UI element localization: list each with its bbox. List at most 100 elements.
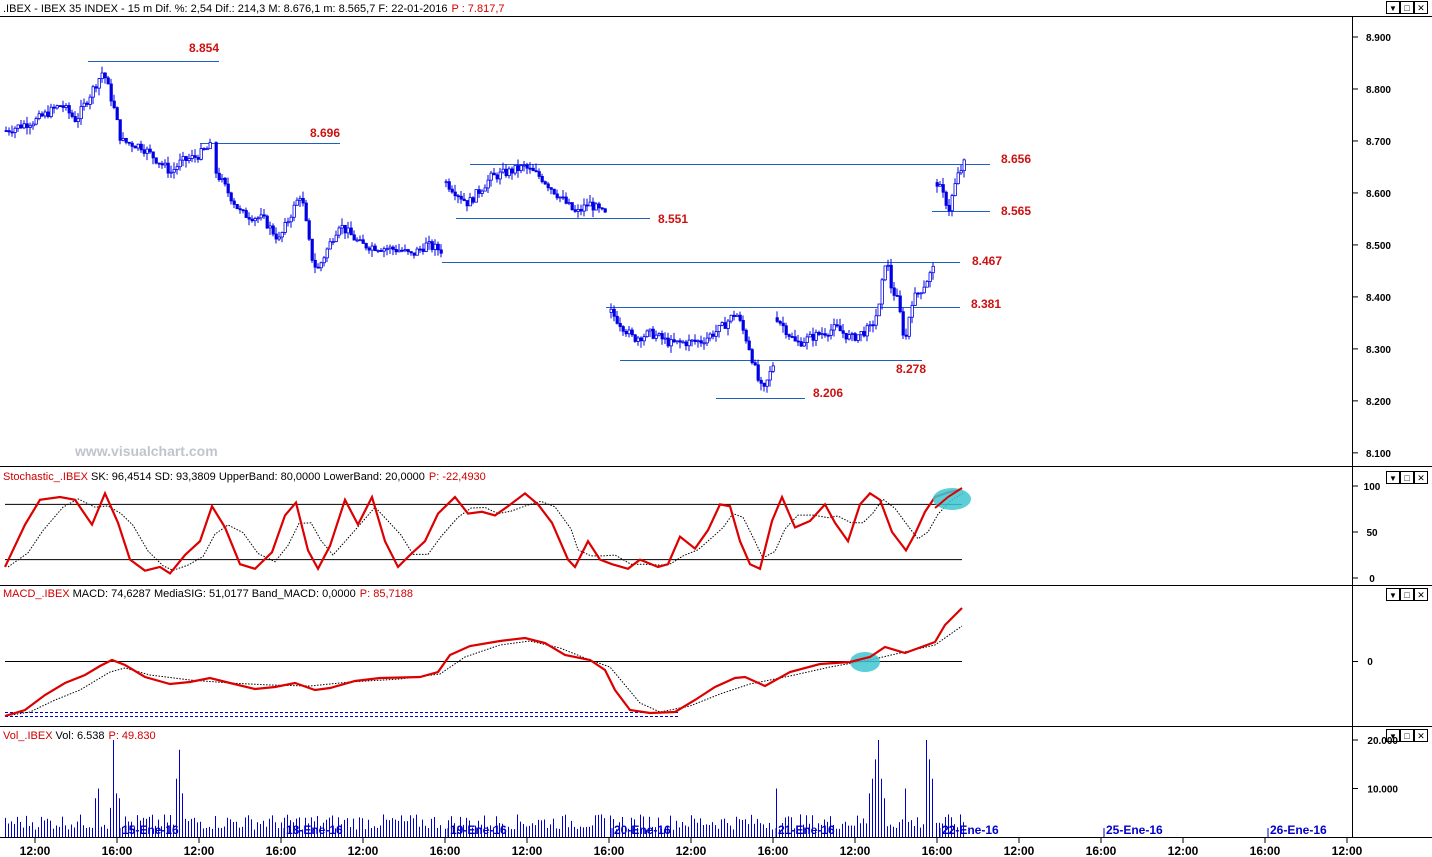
candle-body bbox=[199, 148, 203, 160]
candle-body bbox=[226, 183, 230, 194]
price-tick-label: 8.700 bbox=[1366, 137, 1391, 148]
price-tick-label: 8.800 bbox=[1366, 85, 1391, 96]
close-button[interactable] bbox=[1414, 588, 1428, 601]
candle-body bbox=[444, 181, 448, 184]
candle-body bbox=[415, 248, 419, 256]
candle-body bbox=[31, 123, 35, 127]
candle-body bbox=[205, 148, 209, 151]
candle-body bbox=[738, 314, 742, 321]
minimize-icon: ▼ bbox=[1389, 474, 1397, 483]
candle-body bbox=[307, 220, 311, 240]
candle-body bbox=[73, 116, 77, 122]
minimize-button[interactable] bbox=[1386, 729, 1400, 742]
close-button[interactable] bbox=[1414, 471, 1428, 484]
candle-body bbox=[956, 172, 960, 185]
candle-body bbox=[259, 214, 263, 219]
close-button[interactable] bbox=[1414, 729, 1428, 742]
candle-body bbox=[540, 176, 544, 183]
candle-body bbox=[600, 207, 604, 210]
candle-body bbox=[744, 329, 748, 342]
candle-body bbox=[603, 208, 607, 213]
candle-body bbox=[238, 208, 242, 211]
candle-body bbox=[663, 337, 667, 340]
candle-body bbox=[28, 125, 32, 128]
volume-header: Vol_.IBEX Vol: 6.538 P: 49.830 bbox=[3, 730, 156, 742]
candle-body bbox=[495, 174, 499, 180]
candle-body bbox=[376, 250, 380, 252]
candle-body bbox=[925, 281, 929, 288]
level-label: 8.656 bbox=[1001, 152, 1031, 166]
candle-body bbox=[901, 311, 905, 336]
candle-body bbox=[55, 105, 59, 109]
candle-body bbox=[642, 336, 646, 342]
candle-body bbox=[627, 329, 631, 335]
maximize-button[interactable] bbox=[1400, 588, 1414, 601]
candle-body bbox=[741, 319, 745, 331]
candle-body bbox=[570, 202, 574, 211]
candle-body bbox=[43, 111, 47, 117]
candle-body bbox=[775, 317, 779, 322]
candle-body bbox=[34, 118, 38, 125]
candle-body bbox=[585, 204, 589, 207]
candle-body bbox=[343, 224, 347, 234]
stochastic-sk-tail bbox=[934, 487, 963, 509]
candle-body bbox=[418, 248, 422, 251]
candle-body bbox=[877, 303, 881, 317]
candle-body bbox=[678, 340, 682, 343]
candle-body bbox=[217, 172, 221, 181]
maximize-button[interactable] bbox=[1400, 471, 1414, 484]
candle-body bbox=[7, 130, 11, 133]
candle-body bbox=[829, 329, 833, 336]
maximize-icon: □ bbox=[1404, 473, 1410, 483]
minimize-button[interactable] bbox=[1386, 1, 1400, 14]
candle-body bbox=[579, 209, 583, 212]
candle-body bbox=[85, 102, 89, 105]
price-tick-label: 8.100 bbox=[1366, 449, 1391, 460]
candle-body bbox=[388, 246, 392, 250]
time-label: 16:00 bbox=[594, 844, 625, 857]
candle-body bbox=[871, 324, 875, 327]
candle-body bbox=[928, 272, 932, 282]
candle-body bbox=[732, 314, 736, 317]
candle-body bbox=[844, 332, 848, 340]
close-button[interactable] bbox=[1414, 1, 1428, 14]
candle-body bbox=[91, 86, 95, 98]
candle-body bbox=[412, 252, 416, 256]
candle-body bbox=[820, 333, 824, 336]
candle-body bbox=[334, 234, 338, 242]
candle-body bbox=[931, 265, 935, 274]
time-label: 16:00 bbox=[102, 844, 133, 857]
candle-body bbox=[784, 325, 788, 336]
candle-body bbox=[181, 156, 185, 161]
candle-body bbox=[886, 264, 890, 267]
candle-body bbox=[811, 333, 815, 341]
volume-tick-label: 10.000 bbox=[1367, 785, 1398, 796]
candle-body bbox=[109, 83, 113, 102]
candle-body bbox=[142, 149, 146, 154]
level-label: 8.565 bbox=[1001, 204, 1031, 218]
candle-body bbox=[325, 248, 329, 259]
price-tick-label: 8.900 bbox=[1366, 33, 1391, 44]
candle-body bbox=[232, 200, 236, 205]
candle-body bbox=[558, 196, 562, 199]
candle-body bbox=[67, 105, 71, 114]
candle-body bbox=[139, 143, 143, 151]
candle-body bbox=[289, 216, 293, 223]
maximize-button[interactable] bbox=[1400, 729, 1414, 742]
candle-body bbox=[400, 249, 404, 252]
candle-body bbox=[49, 106, 53, 118]
candle-body bbox=[433, 243, 437, 250]
minimize-button[interactable] bbox=[1386, 471, 1400, 484]
candle-body bbox=[403, 249, 407, 252]
candle-body bbox=[184, 156, 188, 161]
candle-body bbox=[711, 333, 715, 337]
candle-body bbox=[352, 234, 356, 241]
maximize-button[interactable] bbox=[1400, 1, 1414, 14]
candle-body bbox=[97, 78, 101, 89]
candle-body bbox=[573, 209, 577, 212]
candle-body bbox=[346, 227, 350, 234]
minimize-button[interactable] bbox=[1386, 588, 1400, 601]
candle-body bbox=[337, 227, 341, 236]
candle-body bbox=[597, 203, 601, 209]
candle-body bbox=[301, 197, 305, 204]
